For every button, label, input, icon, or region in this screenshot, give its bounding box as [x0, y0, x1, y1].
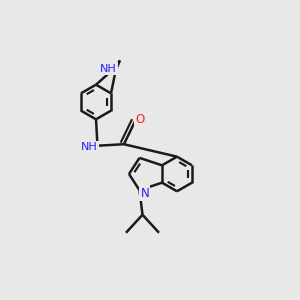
Text: N: N: [140, 187, 149, 200]
Text: NH: NH: [100, 64, 117, 74]
Text: O: O: [135, 113, 144, 126]
Text: NH: NH: [81, 142, 98, 152]
